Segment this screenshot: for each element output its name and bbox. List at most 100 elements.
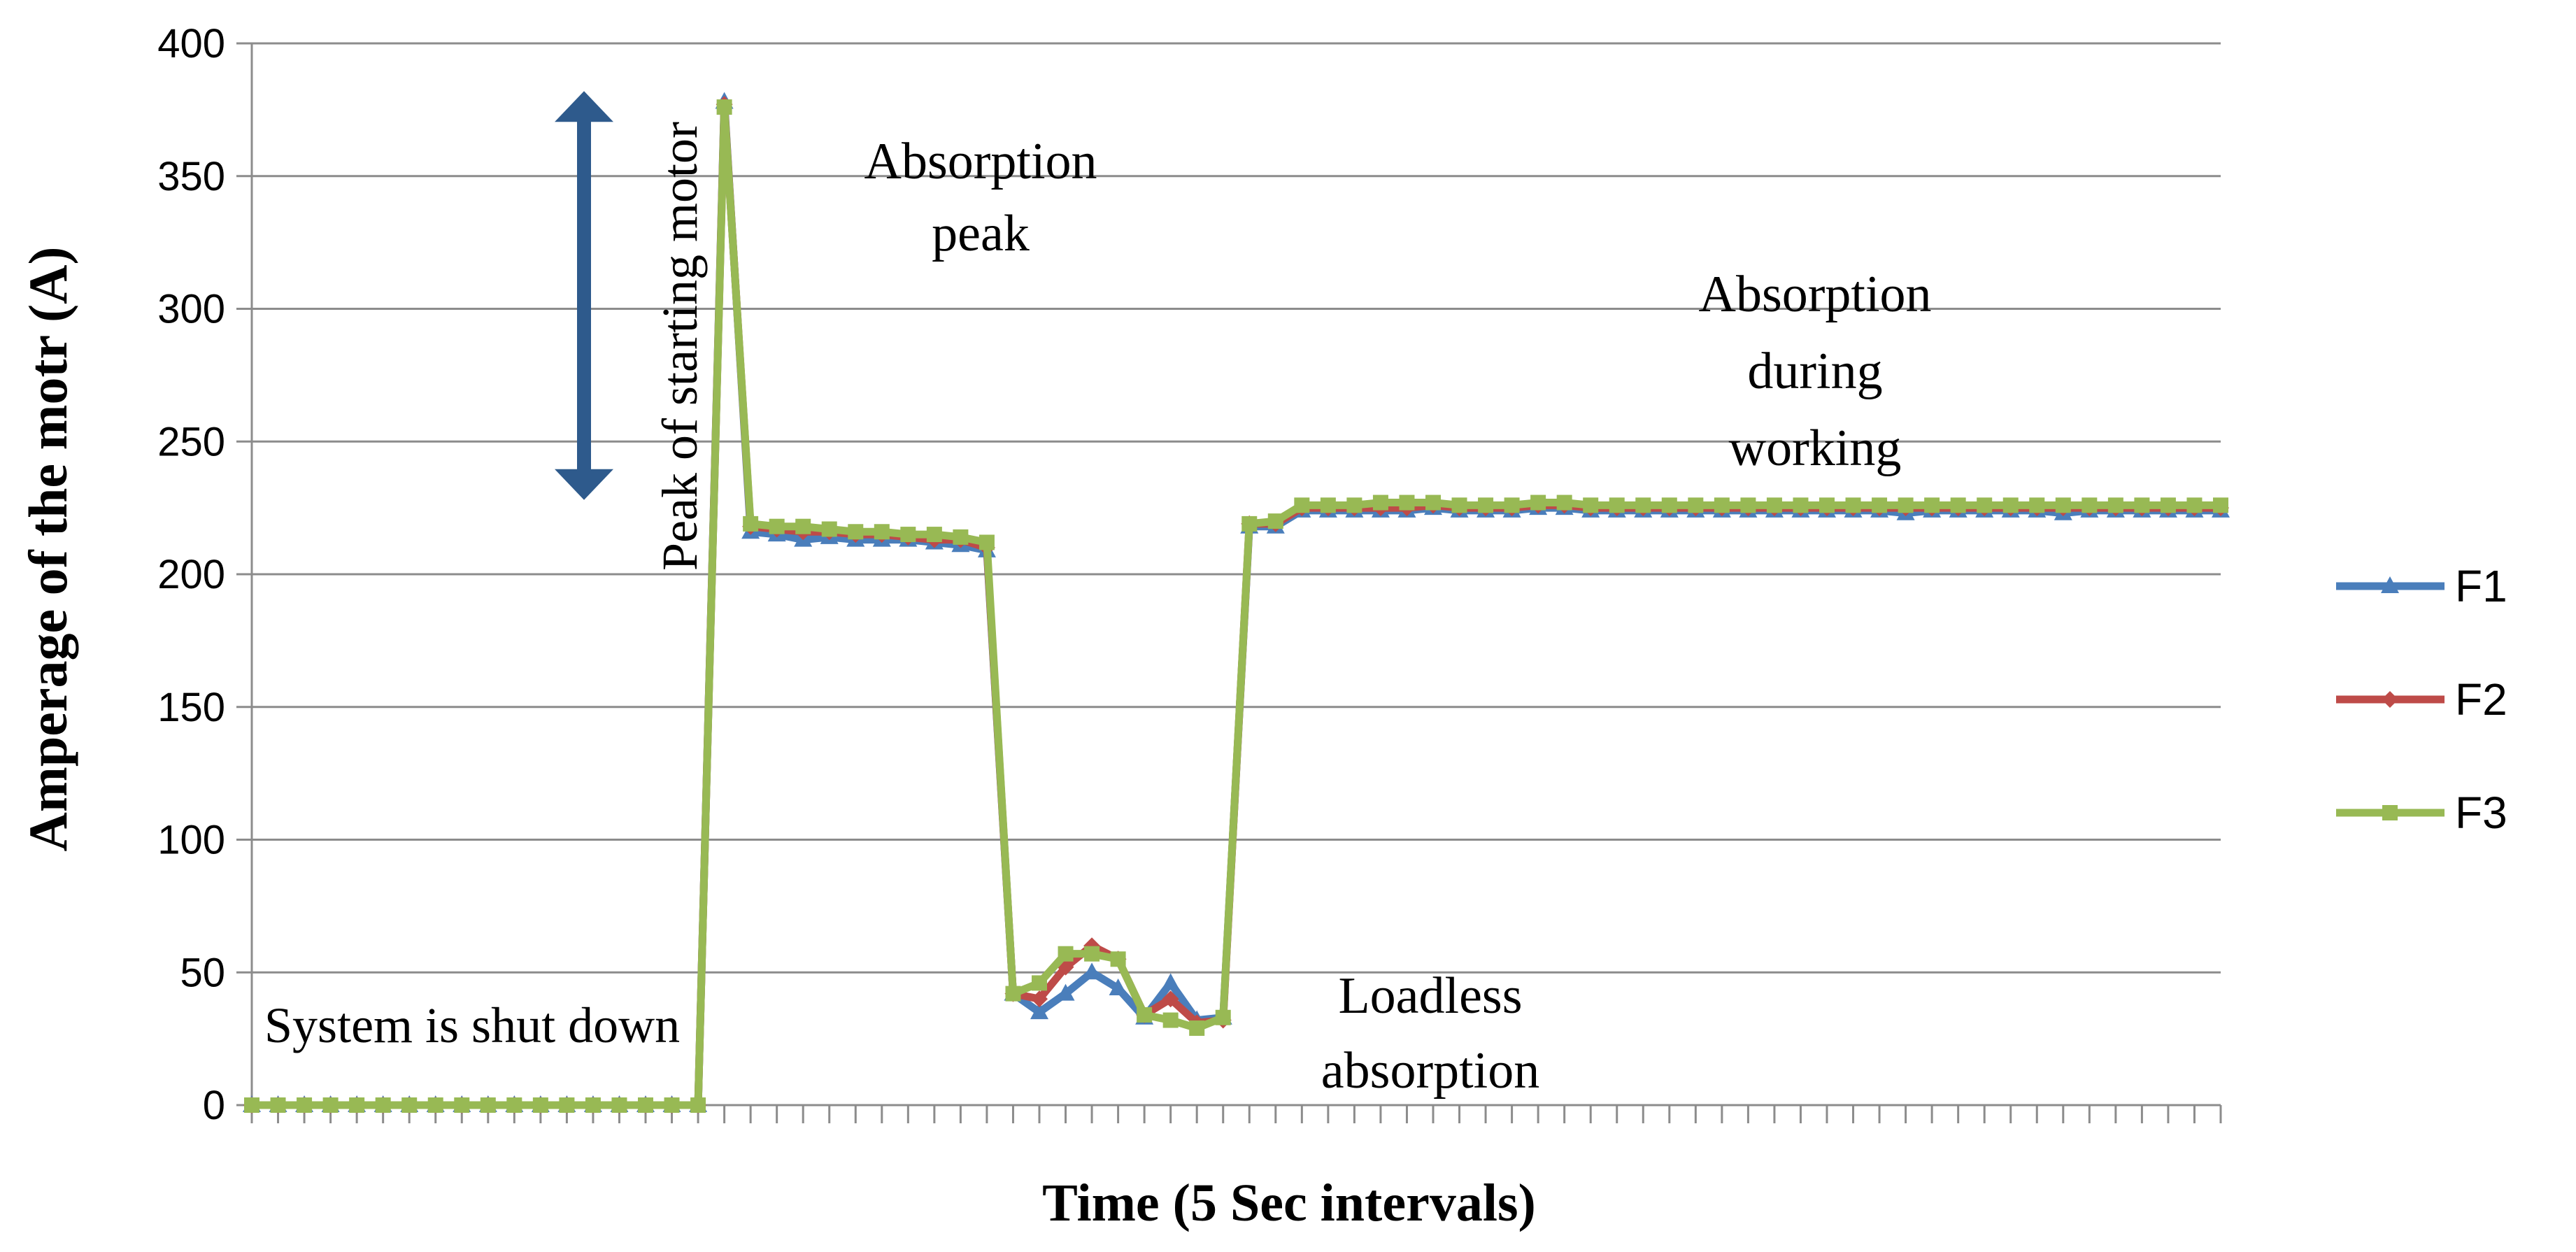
point-F3-12 [532,1097,548,1113]
point-F3-14 [585,1097,601,1113]
point-F3-1 [244,1097,259,1113]
point-F3-18 [690,1097,706,1113]
annotations: Peak of starting motor Absorption peakAbso… [264,91,1932,1100]
point-F3-59 [1766,497,1782,513]
point-F3-42 [1320,497,1336,513]
point-F3-19 [716,99,732,115]
y-tick-label-50: 50 [180,950,225,995]
point-F3-40 [1267,513,1283,529]
point-F3-76 [2213,497,2228,513]
point-F3-56 [1688,497,1704,513]
annotation-absorption-working-line-2: during [1747,343,1882,400]
point-F3-70 [2055,497,2071,513]
point-F3-71 [2082,497,2098,513]
point-F3-73 [2134,497,2150,513]
series-group [243,92,2230,1114]
point-F3-30 [1005,986,1021,1002]
series-line-F2 [252,100,2221,1109]
point-F3-22 [795,518,811,534]
point-F3-35 [1137,1006,1153,1023]
point-F3-5 [349,1097,365,1113]
point-F3-46 [1425,495,1441,511]
point-F3-17 [664,1097,680,1113]
point-F3-74 [2160,497,2176,513]
point-F1-31 [1030,1002,1048,1020]
point-F3-54 [1635,497,1651,513]
point-F3-44 [1372,495,1388,511]
point-F3-9 [454,1097,470,1113]
legend-marker-F3 [2382,805,2398,820]
point-F3-61 [1819,497,1835,513]
point-F1-34 [1109,979,1127,996]
point-F3-45 [1399,495,1415,511]
arrow-head-down [555,469,613,500]
series-F1 [243,92,2230,1112]
point-F3-31 [1032,975,1047,991]
annotation-absorption-working-line-1: Absorption [1699,266,1932,323]
point-F3-15 [611,1097,627,1113]
point-F3-26 [900,527,916,543]
point-F3-34 [1110,951,1126,967]
y-tick-label-250: 250 [157,419,225,464]
point-F3-39 [1241,515,1258,532]
annotation-loadless-line-2: absorption [1321,1042,1539,1100]
legend-label-F3: F3 [2455,788,2507,838]
point-F3-16 [638,1097,653,1113]
point-F3-69 [2029,497,2045,513]
double-arrow [555,91,613,500]
legend-label-F2: F2 [2455,674,2507,725]
point-F3-75 [2186,497,2203,513]
annotation-absorption-peak-line-1: Absorption [864,133,1097,190]
y-tick-label-0: 0 [203,1083,225,1128]
point-F3-36 [1162,1012,1179,1028]
point-F3-62 [1845,497,1861,513]
point-F3-48 [1478,497,1494,513]
point-F3-29 [979,534,995,550]
point-F3-23 [821,521,837,537]
point-F3-60 [1793,497,1809,513]
y-tick-label-150: 150 [157,685,225,730]
y-tick-label-350: 350 [157,154,225,199]
y-tick-label-100: 100 [157,818,225,863]
point-F3-47 [1451,497,1467,513]
annotation-loadless: Loadless absorption [1321,967,1539,1100]
point-F3-13 [559,1097,575,1113]
annotation-loadless-line-1: Loadless [1338,967,1522,1025]
annotation-absorption-working-line-3: working [1729,420,1902,477]
arrow-head-up [555,91,613,122]
series-line-F1 [252,97,2221,1109]
point-F3-58 [1740,497,1756,513]
point-F3-50 [1530,495,1546,511]
point-F3-21 [769,518,785,534]
point-F1-36 [1161,973,1180,990]
annotation-absorption-peak: Absorption peak [864,133,1097,262]
point-F3-27 [926,527,942,543]
point-F2-36 [1162,990,1179,1008]
point-F3-32 [1058,946,1074,962]
arrow-shaft [577,119,591,472]
y-tick-label-300: 300 [157,287,225,332]
point-F3-64 [1898,497,1914,513]
point-F3-7 [401,1097,418,1113]
annotation-shutdown: System is shut down [264,997,680,1053]
point-F3-8 [427,1097,443,1113]
annotation-absorption-working: Absorption during working [1699,266,1932,477]
point-F3-57 [1714,497,1730,513]
legend: F1 F2 F3 [2336,561,2507,838]
point-F3-3 [297,1097,313,1113]
point-F3-65 [1924,497,1940,513]
point-F3-33 [1084,946,1100,962]
point-F3-37 [1189,1020,1205,1036]
point-F3-4 [322,1097,339,1113]
point-F3-2 [270,1097,286,1113]
legend-marker-F2 [2382,691,2398,708]
legend-label-F1: F1 [2455,561,2507,611]
point-F3-63 [1872,497,1888,513]
y-axis-title: Amperage of the motr (A) [17,247,78,852]
point-F3-38 [1215,1009,1231,1025]
point-F3-68 [2002,497,2019,513]
point-F3-43 [1346,497,1362,513]
point-F3-20 [743,515,759,532]
point-F3-11 [506,1097,522,1113]
